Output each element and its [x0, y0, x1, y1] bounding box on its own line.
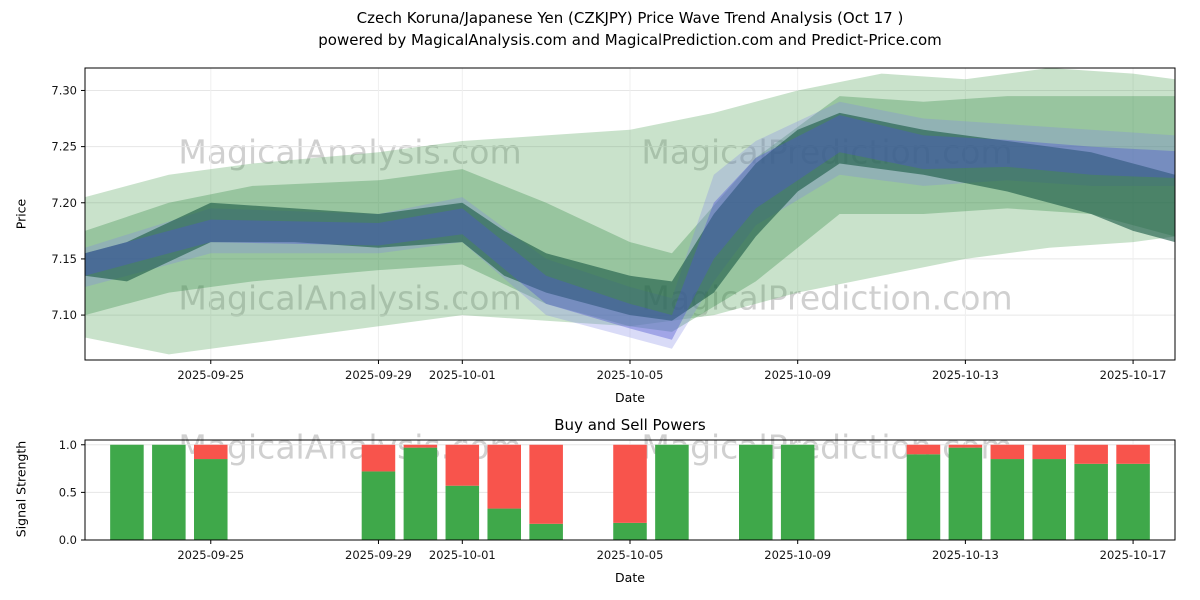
bar-sell-segment — [194, 444, 228, 460]
x-tick-label: 2025-10-17 — [1100, 548, 1167, 562]
bar-buy-segment — [655, 444, 689, 540]
bar-buy-segment — [780, 444, 815, 540]
y-tick-label: 7.10 — [51, 308, 77, 322]
x-tick-label: 2025-10-05 — [597, 548, 664, 562]
bar-buy-segment — [152, 444, 186, 540]
x-tick-label: 2025-10-09 — [764, 548, 831, 562]
x-tick-label: 2025-09-25 — [177, 368, 244, 382]
x-tick-label: 2025-10-09 — [764, 368, 831, 382]
watermark-analysis: MagicalAnalysis.com — [178, 132, 522, 172]
bar-buy-segment — [948, 447, 983, 540]
bar-sell-segment — [906, 444, 941, 455]
bar-buy-segment — [487, 508, 521, 540]
x-tick-label: 2025-10-17 — [1100, 368, 1167, 382]
power-chart-title: Buy and Sell Powers — [554, 416, 706, 434]
price-plot: 2025-09-25 2025-09-29 2025-10-01 2025-10-05… — [51, 67, 1176, 382]
y-tick-label: 0.0 — [59, 533, 77, 547]
x-tick-label: 2025-10-13 — [932, 368, 999, 382]
y-tick-label: 1.0 — [59, 438, 77, 452]
bar-buy-segment — [403, 447, 438, 540]
watermark-analysis: MagicalAnalysis.com — [178, 278, 522, 318]
bar-sell-segment — [1116, 444, 1150, 464]
bar-buy-segment — [613, 522, 647, 540]
bar-sell-segment — [990, 444, 1025, 460]
x-tick-label: 2025-09-25 — [177, 548, 244, 562]
bar-buy-segment — [110, 444, 144, 540]
bar-sell-segment — [361, 444, 396, 472]
price-x-axis-label: Date — [615, 390, 645, 405]
y-tick-label: 7.25 — [51, 140, 77, 154]
bar-buy-segment — [1032, 459, 1066, 540]
bar-buy-segment — [529, 523, 563, 540]
x-tick-label: 2025-09-29 — [345, 548, 412, 562]
power-y-axis-label: Signal Strength — [13, 440, 29, 538]
bar-sell-segment — [445, 444, 480, 486]
x-tick-label: 2025-10-13 — [932, 548, 999, 562]
bar-sell-segment — [529, 444, 563, 524]
x-tick-label: 2025-10-01 — [429, 548, 496, 562]
bar-buy-segment — [739, 444, 773, 540]
bar-sell-segment — [487, 444, 521, 509]
power-x-axis-label: Date — [615, 570, 645, 585]
power-plot: 2025-09-25 2025-09-29 2025-10-01 2025-10-05… — [59, 438, 1176, 562]
main-title: Czech Koruna/Japanese Yen (CZKJPY) Price… — [356, 9, 904, 27]
bar-sell-segment — [948, 444, 983, 448]
bar-buy-segment — [906, 454, 941, 540]
x-tick-label: 2025-09-29 — [345, 368, 412, 382]
y-tick-label: 7.20 — [51, 196, 77, 210]
price-y-axis-label: Price — [13, 198, 29, 230]
bar-buy-segment — [361, 471, 396, 540]
main-subtitle: powered by MagicalAnalysis.com and Magic… — [318, 31, 942, 49]
bar-buy-segment — [194, 459, 228, 540]
band-dark-core — [85, 112, 1175, 321]
y-tick-label: 7.30 — [51, 83, 77, 97]
bar-sell-segment — [403, 444, 438, 448]
y-tick-label: 7.15 — [51, 252, 77, 266]
bar-buy-segment — [990, 459, 1025, 540]
y-tick-label: 0.5 — [59, 485, 77, 499]
bar-buy-segment — [1116, 463, 1150, 540]
x-tick-label: 2025-10-05 — [597, 368, 664, 382]
bar-buy-segment — [1074, 463, 1108, 540]
bar-buy-segment — [445, 485, 480, 540]
bar-sell-segment — [1032, 444, 1066, 460]
bar-sell-segment — [1074, 444, 1108, 464]
x-tick-label: 2025-10-01 — [429, 368, 496, 382]
bar-sell-segment — [613, 444, 647, 523]
band-blue-core — [85, 115, 1175, 340]
